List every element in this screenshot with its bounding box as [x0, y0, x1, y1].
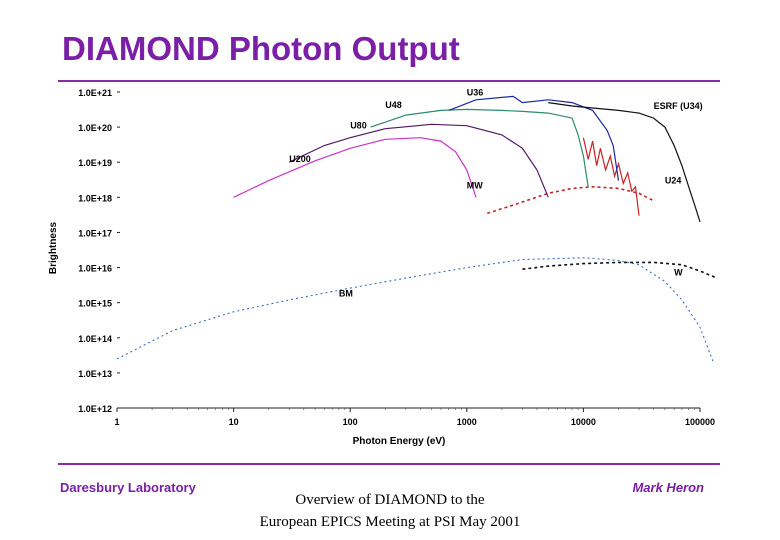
y-tick-label: 1.0E+18 [78, 193, 112, 203]
series-line-u80 [288, 123, 549, 198]
x-tick-label: 100000 [685, 417, 715, 427]
series-label: U200 [289, 154, 311, 164]
x-tick-label: 100 [343, 417, 358, 427]
footer-caption-line-2: European EPICS Meeting at PSI May 2001 [259, 514, 521, 530]
series-label: U80 [350, 121, 367, 131]
series-line-u48 [370, 108, 589, 187]
series-line-w [522, 261, 718, 279]
series-label: BM [339, 288, 353, 298]
series-line-bm [116, 257, 714, 363]
series-label: U36 [467, 87, 484, 97]
y-tick-label: 1.0E+17 [78, 228, 112, 238]
top-divider [58, 80, 720, 82]
series-label: W [674, 267, 683, 277]
series-line-u200 [233, 137, 477, 198]
series-layer [116, 95, 718, 363]
y-tick-label: 1.0E+14 [78, 334, 112, 344]
series-label: U48 [385, 100, 402, 110]
footer-author: Mark Heron [632, 480, 704, 495]
footer-caption-line-1: Overview of DIAMOND to the [295, 492, 485, 508]
y-tick-label: 1.0E+20 [78, 123, 112, 133]
series-label: MW [467, 180, 483, 190]
x-axis-ticks: 1 10 100 1000 10000 100000 [114, 408, 715, 427]
y-tick-label: 1.0E+21 [78, 88, 112, 98]
x-tick-label: 10 [229, 417, 239, 427]
x-tick-label: 1 [114, 417, 119, 427]
x-axis-label: Photon Energy (eV) [353, 436, 446, 447]
page-title: DIAMOND Photon Output [62, 30, 460, 67]
bottom-divider [58, 463, 720, 465]
y-tick-label: 1.0E+13 [78, 369, 112, 379]
footer-caption: Overview of DIAMOND to the European EPIC… [230, 489, 550, 533]
series-line-esrf-u34 [548, 102, 701, 223]
series-line-mw [487, 185, 654, 215]
x-tick-label: 10000 [571, 417, 596, 427]
footer-organization: Daresbury Laboratory [60, 480, 196, 495]
annotation-layer: U36 U48 ESRF (U34) U80 U200 MW U24 W BM [289, 87, 702, 298]
x-tick-label: 1000 [457, 417, 477, 427]
brightness-chart: 1.0E+12 1.0E+13 1.0E+14 1.0E+15 1.0E+16 1.0E+… [48, 87, 718, 447]
series-label: ESRF (U34) [654, 101, 703, 111]
y-axis-ticks: 1.0E+12 1.0E+13 1.0E+14 1.0E+15 1.0E+16 1.0E+… [78, 88, 120, 414]
series-line-u24 [582, 137, 640, 216]
y-axis-label: Brightness [48, 221, 59, 274]
y-tick-label: 1.0E+15 [78, 299, 112, 309]
series-line-u36 [448, 95, 620, 181]
series-label: U24 [665, 175, 682, 185]
y-tick-label: 1.0E+19 [78, 158, 112, 168]
y-tick-label: 1.0E+16 [78, 264, 112, 274]
y-tick-label: 1.0E+12 [78, 404, 112, 414]
